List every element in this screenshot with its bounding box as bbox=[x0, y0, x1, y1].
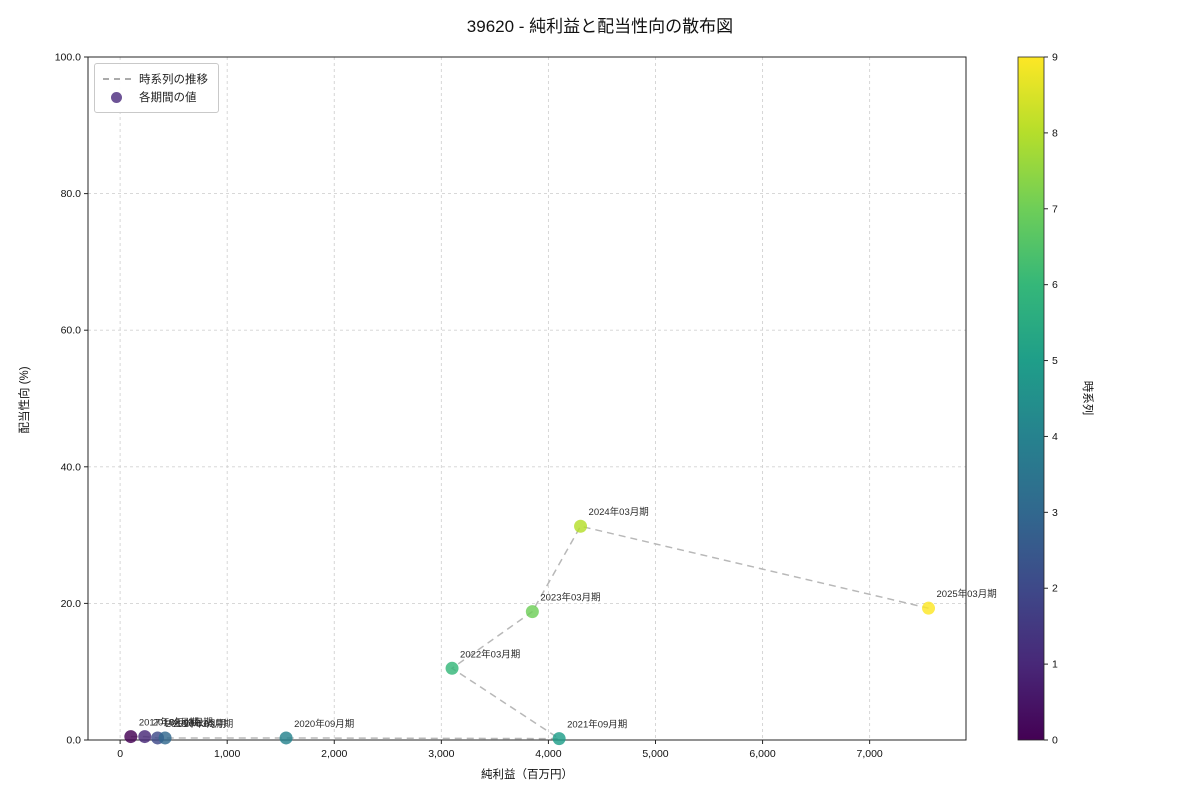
y-tick-label: 40.0 bbox=[61, 461, 82, 473]
legend-point-label: 各期間の値 bbox=[139, 92, 197, 104]
point-marker-icon bbox=[111, 91, 122, 103]
data-point bbox=[445, 661, 459, 675]
colorbar-tick-label: 8 bbox=[1052, 127, 1058, 139]
point-annotation: 2025年03月期 bbox=[937, 588, 997, 600]
legend-item-line: 時系列の推移 bbox=[103, 70, 208, 88]
colorbar-tick-label: 6 bbox=[1052, 279, 1058, 291]
legend-item-point: 各期間の値 bbox=[103, 88, 208, 106]
point-annotation: 2023年03月期 bbox=[540, 592, 600, 604]
x-tick-label: 1,000 bbox=[214, 748, 240, 760]
y-tick-label: 80.0 bbox=[61, 188, 82, 200]
x-tick-label: 4,000 bbox=[535, 748, 561, 760]
colorbar-tick-label: 4 bbox=[1052, 431, 1058, 443]
colorbar-tick-label: 0 bbox=[1052, 735, 1058, 747]
data-point bbox=[525, 605, 539, 619]
point-annotation: 2019年03月期 bbox=[166, 718, 226, 730]
colorbar-tick-label: 9 bbox=[1052, 52, 1058, 64]
legend: 時系列の推移 各期間の値 bbox=[94, 63, 219, 113]
x-axis-label: 純利益（百万円） bbox=[481, 769, 573, 781]
data-point bbox=[574, 519, 588, 533]
time-series-line bbox=[130, 525, 929, 740]
colorbar bbox=[1017, 56, 1045, 741]
y-axis-label: 配当性向 (%) bbox=[19, 366, 31, 434]
data-point bbox=[124, 730, 138, 744]
data-point bbox=[158, 731, 172, 745]
x-tick-label: 3,000 bbox=[428, 748, 454, 760]
legend-line-label: 時系列の推移 bbox=[139, 74, 208, 86]
x-tick-label: 0 bbox=[117, 748, 123, 760]
colorbar-tick-label: 7 bbox=[1052, 203, 1058, 215]
colorbar-tick-label: 2 bbox=[1052, 583, 1058, 595]
colorbar-tick-label: 1 bbox=[1052, 659, 1058, 671]
x-tick-label: 2,000 bbox=[321, 748, 347, 760]
data-point bbox=[279, 731, 293, 745]
point-annotation: 2020年03月期 bbox=[173, 718, 233, 730]
x-tick-label: 5,000 bbox=[642, 748, 668, 760]
y-tick-label: 60.0 bbox=[61, 325, 82, 337]
point-annotation: 2024年03月期 bbox=[589, 506, 649, 518]
x-tick-label: 7,000 bbox=[856, 748, 882, 760]
x-tick-label: 6,000 bbox=[749, 748, 775, 760]
point-annotation: 2022年03月期 bbox=[460, 648, 520, 660]
data-point bbox=[552, 732, 566, 746]
colorbar-label: 時系列 bbox=[1081, 380, 1093, 416]
point-annotation: 2018年03月期 bbox=[153, 717, 213, 729]
point-annotation: 2017年03月期 bbox=[139, 717, 199, 729]
plot-border bbox=[87, 56, 967, 741]
y-tick-label: 0.0 bbox=[66, 735, 81, 747]
y-tick-label: 100.0 bbox=[55, 52, 81, 64]
data-point bbox=[138, 730, 152, 744]
data-point bbox=[922, 601, 936, 615]
chart-title: 39620 - 純利益と配当性向の散布図 bbox=[466, 17, 734, 36]
y-tick-label: 20.0 bbox=[61, 598, 82, 610]
colorbar-tick-label: 3 bbox=[1052, 507, 1058, 519]
colorbar-tick-label: 5 bbox=[1052, 355, 1058, 367]
dashed-line-icon bbox=[103, 78, 131, 80]
point-annotation: 2021年09月期 bbox=[567, 719, 627, 731]
point-annotation: 2020年09月期 bbox=[294, 718, 354, 730]
